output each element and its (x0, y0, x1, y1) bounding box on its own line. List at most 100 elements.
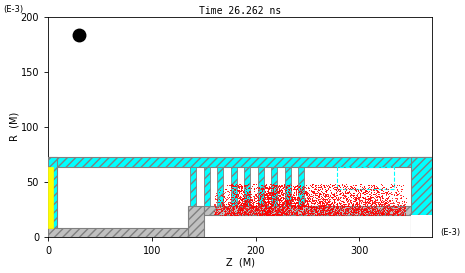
Point (315, 207, 322, 211)
Point (258, 193, 265, 197)
Point (392, 209, 399, 213)
Point (387, 201, 394, 205)
Point (230, 204, 237, 208)
Point (385, 208, 393, 212)
Point (278, 201, 286, 205)
Point (257, 186, 265, 191)
Point (337, 192, 344, 196)
Point (339, 201, 346, 206)
Point (352, 208, 359, 213)
Point (246, 201, 253, 206)
Point (340, 210, 348, 215)
Point (381, 209, 388, 213)
Point (382, 211, 389, 216)
Point (261, 199, 268, 203)
Point (286, 200, 293, 204)
Point (225, 195, 232, 200)
Point (280, 185, 287, 189)
Point (301, 189, 308, 193)
Point (360, 202, 367, 207)
Point (370, 198, 377, 203)
Point (279, 209, 286, 213)
Point (294, 198, 301, 202)
Point (392, 191, 400, 195)
Point (340, 209, 348, 214)
Point (213, 197, 220, 201)
Point (365, 200, 372, 204)
Point (381, 201, 389, 206)
Point (296, 204, 304, 208)
Point (305, 201, 312, 205)
Point (249, 208, 256, 213)
Point (336, 191, 343, 195)
Point (273, 211, 281, 215)
Point (242, 206, 249, 210)
Point (326, 211, 334, 215)
Point (270, 207, 277, 211)
Point (219, 205, 227, 210)
Point (266, 212, 273, 216)
Point (264, 200, 272, 204)
Point (323, 212, 330, 216)
Point (260, 195, 268, 200)
Point (332, 205, 339, 210)
Point (370, 185, 378, 189)
Point (239, 211, 246, 216)
Point (261, 197, 269, 201)
Point (231, 201, 238, 206)
Point (337, 209, 344, 214)
Point (319, 202, 326, 206)
Point (219, 213, 226, 217)
Point (293, 212, 300, 217)
Point (361, 210, 368, 215)
Point (239, 201, 246, 206)
Point (286, 190, 293, 194)
Point (246, 212, 254, 216)
Point (336, 202, 344, 206)
Point (301, 198, 308, 202)
Point (250, 211, 257, 215)
Point (371, 199, 378, 203)
Point (292, 188, 300, 192)
Point (265, 185, 272, 189)
Point (356, 198, 363, 202)
Point (385, 211, 392, 216)
Point (292, 206, 299, 211)
Point (260, 197, 267, 201)
Point (355, 191, 362, 196)
Point (333, 186, 341, 191)
Point (399, 194, 407, 198)
Point (242, 204, 249, 208)
Point (396, 191, 403, 195)
Point (328, 210, 335, 215)
Point (346, 191, 353, 195)
Point (284, 206, 291, 211)
Point (260, 211, 268, 216)
Point (369, 207, 377, 211)
Point (343, 211, 350, 215)
Point (342, 212, 350, 217)
Point (370, 206, 377, 211)
Point (319, 204, 327, 209)
Point (317, 200, 324, 204)
Point (382, 196, 389, 200)
Point (253, 197, 261, 202)
Point (387, 207, 394, 211)
Point (236, 199, 244, 204)
Point (382, 213, 389, 217)
Point (260, 192, 268, 197)
Point (328, 207, 335, 211)
Point (333, 193, 340, 197)
Point (235, 206, 243, 211)
Point (361, 212, 368, 217)
Point (256, 197, 264, 201)
Point (229, 189, 236, 193)
Point (379, 212, 386, 216)
Point (217, 198, 224, 202)
Point (313, 211, 321, 215)
Point (227, 183, 235, 187)
Point (382, 203, 390, 207)
Point (265, 193, 272, 197)
Point (304, 202, 311, 206)
Point (251, 207, 259, 212)
